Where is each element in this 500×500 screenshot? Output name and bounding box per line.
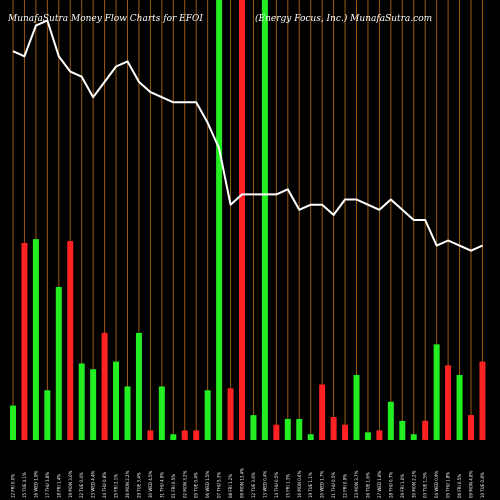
x-tick-label: 01 FRI 0.5% — [171, 474, 176, 498]
x-tick-label: 22 TUE 0.4% — [79, 472, 84, 498]
bar — [204, 390, 211, 440]
bar — [307, 434, 314, 440]
x-tick-label: 16 WED 1.9% — [33, 470, 38, 498]
bar — [227, 388, 234, 440]
bar — [445, 365, 452, 440]
x-tick-label: 19 TUE 1.1% — [308, 472, 313, 498]
bar — [284, 418, 291, 440]
x-tick-label: 08 FRI 1.2% — [228, 474, 233, 498]
x-tick-label: 22 FRI 0.9% — [343, 474, 348, 498]
x-tick-label: 15 FRI 1.3% — [285, 474, 290, 498]
x-tick-label: 24 THU 0.8% — [102, 472, 107, 498]
x-tick-label: 23 MON 3.7% — [354, 470, 359, 498]
bar — [410, 434, 417, 440]
bar — [21, 242, 28, 440]
x-tick-label: 26 TUE 1.6% — [365, 472, 370, 498]
price-line — [12, 19, 483, 252]
bar — [44, 390, 51, 440]
bar — [330, 417, 337, 440]
bar — [181, 430, 188, 440]
gridlines — [12, 0, 483, 440]
bar — [319, 384, 326, 440]
x-tick-label: 26 MON 2.2% — [125, 470, 130, 498]
bar — [135, 332, 142, 440]
x-tick-label: 31 THU 4.9% — [159, 472, 164, 498]
x-tick-label: 10 TUE 0.8% — [480, 472, 485, 498]
bar — [124, 386, 131, 440]
bar — [216, 0, 223, 440]
bar — [158, 386, 165, 440]
x-tick-label: 07 THU 5.3% — [217, 472, 222, 498]
bar — [113, 361, 120, 440]
x-tick-label: 14 THU 0.5% — [274, 472, 279, 498]
x-tick-label: 29 TUE 3.4% — [136, 472, 141, 498]
x-tick-label: 03 TUE 1.5% — [423, 472, 428, 498]
bar — [261, 0, 268, 440]
bar — [387, 401, 394, 440]
x-tick-label: 30 MON 2.2% — [411, 470, 416, 498]
bars-group — [10, 0, 486, 440]
x-tick-label: 09 MON 4.8% — [469, 470, 474, 498]
x-tick-label: 05 TUE 0.4% — [194, 472, 199, 498]
bar — [353, 374, 360, 440]
bar — [376, 430, 383, 440]
bar — [170, 434, 177, 440]
x-tick-label: 13 WED 0.4% — [262, 470, 267, 498]
bar — [296, 418, 303, 440]
bar — [239, 0, 245, 440]
bar — [273, 424, 280, 440]
x-tick-label: 27 WED 1.8% — [377, 470, 382, 498]
x-tick-label: 30 WED 4.5% — [148, 470, 153, 498]
x-tick-label: 18 FRI 1.4% — [56, 474, 61, 498]
bar — [433, 344, 440, 440]
price-line-group — [12, 19, 483, 252]
x-tick-label: 20 WED 1.7% — [320, 470, 325, 498]
bar — [67, 241, 74, 440]
bar — [10, 405, 16, 440]
bar — [342, 424, 349, 440]
x-tick-label: 23 WED 4.4% — [91, 470, 96, 498]
bar — [90, 369, 97, 440]
bar — [456, 374, 463, 440]
x-tick-label: 02 MON 3.2% — [182, 470, 187, 498]
x-tick-label: 29 FRI 1.0% — [400, 474, 405, 498]
bar — [468, 415, 474, 440]
x-tick-label: 04 WED 0.9% — [434, 470, 439, 498]
bar — [364, 432, 371, 440]
x-tick-label: 06 WED 1.5% — [205, 470, 210, 498]
x-tick-label: 06 FRI 0.5% — [457, 474, 462, 498]
x-tick-label: 28 THU 0.7% — [388, 472, 393, 498]
bar — [32, 239, 39, 440]
x-tick-label: 17 THU 3.8% — [45, 472, 50, 498]
x-tick-label: 09 MON 13.4% — [240, 468, 245, 498]
bar — [479, 361, 486, 440]
x-tick-label: 12 FRI 0.0% — [11, 474, 16, 498]
bar — [193, 430, 200, 440]
bar — [78, 363, 85, 440]
bar — [422, 420, 429, 440]
x-tick-label: 12 TUE 3.6% — [251, 472, 256, 498]
bar — [55, 286, 62, 440]
bar — [101, 332, 108, 440]
bar — [250, 415, 257, 440]
chart-header-left: MunafaSutra Money Flow Charts for EFOI — [7, 14, 203, 24]
x-tick-label: 05 THU 1.8% — [446, 472, 451, 498]
x-tick-label: 16 MON 0.6% — [297, 470, 302, 498]
bar — [399, 420, 406, 440]
x-tick-label: 25 FRI 2.1% — [114, 474, 119, 498]
x-tick-label: 19 MON 3.0% — [68, 470, 73, 498]
x-tick-label: 21 THU 0.5% — [331, 472, 336, 498]
x-tick-label: 15 TUE 4.1% — [22, 472, 27, 498]
bar — [147, 430, 154, 440]
x-tick-labels: 12 FRI 0.0% 15 TUE 4.1% 16 WED 1.9% 17 THU … — [11, 468, 485, 498]
chart-header-right: (Energy Focus, Inc.) MunafaSutra.com — [255, 13, 432, 24]
